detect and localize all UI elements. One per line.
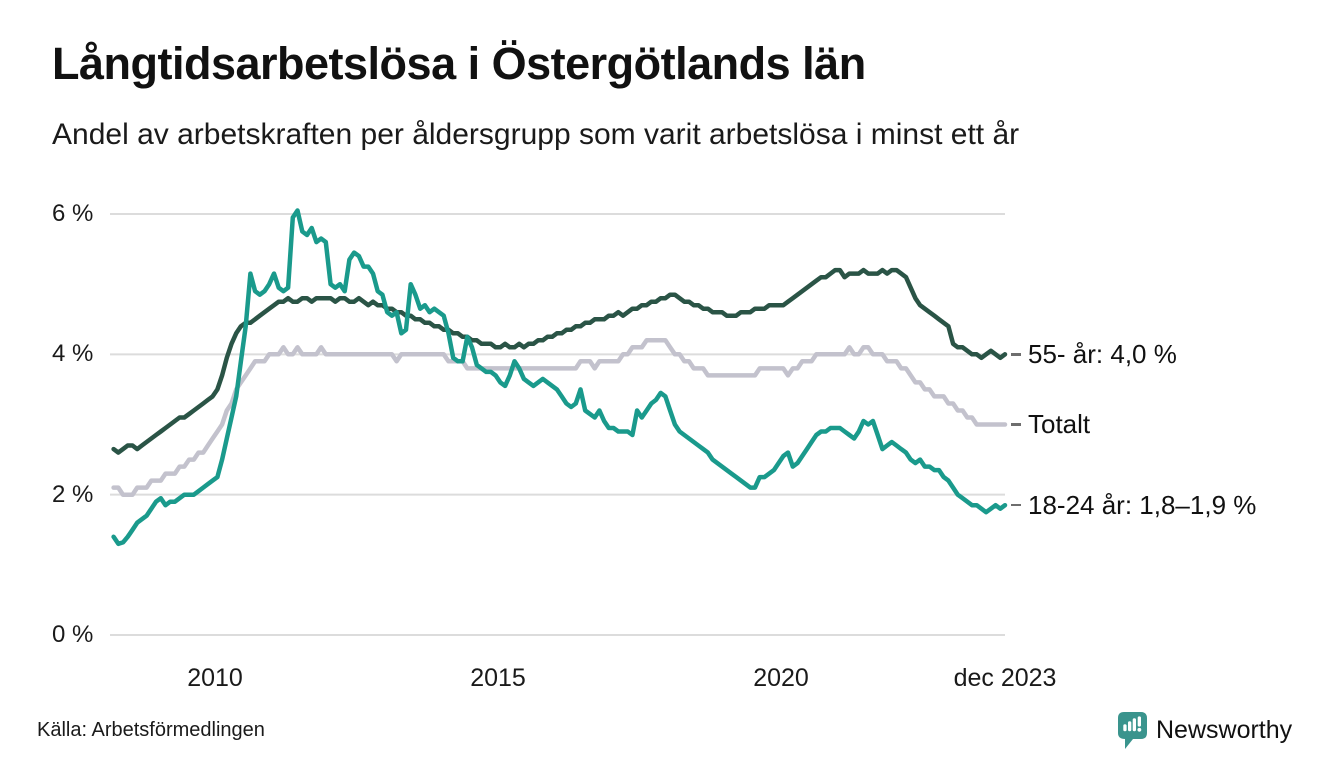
x-axis-tick-2020: 2020 <box>753 664 809 692</box>
label-tick-icon <box>1011 503 1021 507</box>
series-line-55- år <box>111 267 1008 455</box>
x-axis-tick-2010: 2010 <box>187 664 243 692</box>
y-axis-tick-2: 2 % <box>52 480 94 508</box>
y-axis-tick-0: 0 % <box>52 621 94 648</box>
chart-subtitle: Andel av arbetskraften per åldersgrupp s… <box>52 118 1020 151</box>
page-title: Långtidsarbetslösa i Östergötlands län <box>52 38 866 89</box>
y-axis-tick-6: 6 % <box>52 200 94 227</box>
label-tick-icon <box>1011 423 1021 426</box>
source-note: Källa: Arbetsförmedlingen <box>37 719 265 741</box>
newsworthy-logo: Newsworthy <box>1117 711 1292 750</box>
x-axis-tick-dec-2023: dec 2023 <box>953 664 1057 692</box>
series-label-total: Totalt <box>1011 408 1090 442</box>
series-line-Totalt <box>111 338 1008 497</box>
label-tick-icon <box>1011 353 1021 356</box>
series-label-55-plus: 55- år: 4,0 % <box>1011 337 1177 371</box>
series-line-18-24 år <box>111 208 1008 547</box>
bar-chart-pin-icon <box>1118 712 1147 749</box>
series-label-18-24: 18-24 år: 1,8–1,9 % <box>1011 488 1256 522</box>
x-axis-tick-2015: 2015 <box>470 664 526 692</box>
newsworthy-wordmark: Newsworthy <box>1156 716 1293 744</box>
y-axis-tick-4: 4 % <box>52 340 94 368</box>
